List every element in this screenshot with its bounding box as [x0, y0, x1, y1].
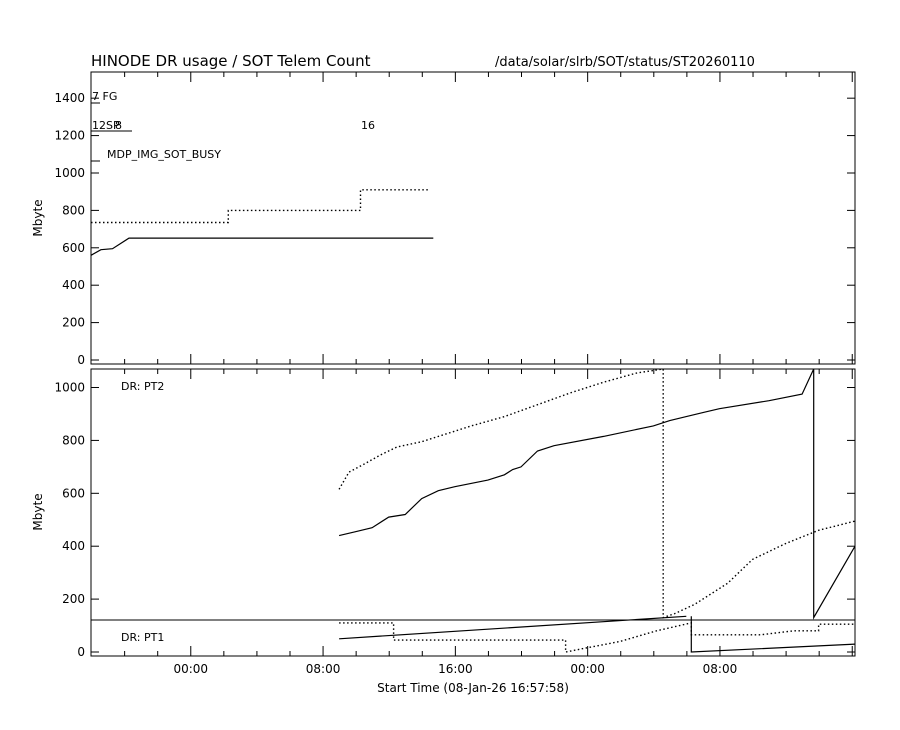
- x-tick-label: 00:00: [570, 662, 605, 676]
- bottom-y-tick-label: 600: [62, 486, 85, 500]
- bottom-series-line: [339, 615, 687, 640]
- fg-label: 7 FG: [92, 90, 117, 103]
- x-tick-label: 00:00: [173, 662, 208, 676]
- bottom-series-line: [338, 368, 856, 620]
- top-series: [90, 189, 434, 256]
- sp-label: 12SP: [92, 119, 120, 132]
- telem-count: 16: [361, 119, 375, 132]
- sp-overlap-label: 8: [115, 119, 122, 132]
- top-series-line: [90, 237, 434, 256]
- bottom-y-tick-label: 400: [62, 539, 85, 553]
- top-series-line: [91, 189, 430, 224]
- bottom-y-axis: 0 200 400 600 800 1000: [54, 381, 855, 659]
- top-y-tick-label: 1000: [54, 166, 85, 180]
- bottom-series: [338, 368, 856, 653]
- top-panel: 0 200 400 600 800 1000 1200 1400 Mbyte 7 FG 12S…: [31, 71, 856, 367]
- bottom-series-line: [339, 622, 855, 653]
- bottom-series-line: [338, 368, 856, 619]
- top-y-axis-label: Mbyte: [31, 199, 45, 236]
- x-tick-label: 16:00: [438, 662, 473, 676]
- top-panel-frame: [90, 71, 856, 365]
- top-y-tick-label: 1200: [54, 129, 85, 143]
- bottom-y-axis-label: Mbyte: [31, 493, 45, 530]
- x-tick-label: 08:00: [703, 662, 738, 676]
- bottom-y-tick-label: 200: [62, 592, 85, 606]
- pt1-label: DR: PT1: [121, 631, 164, 644]
- top-y-axis: 0 200 400 600 800 1000 1200 1400: [54, 91, 855, 367]
- top-y-tick-label: 800: [62, 203, 85, 217]
- bottom-panel: 0 200 400 600 800 1000 00:00 08:00 16:00 00:00 08…: [31, 368, 856, 676]
- top-x-ticks: [124, 72, 853, 364]
- bottom-y-tick-label: 0: [77, 645, 85, 659]
- figure-title: HINODE DR usage / SOT Telem Count: [91, 52, 371, 70]
- top-y-tick-label: 200: [62, 316, 85, 330]
- x-axis-label: Start Time (08-Jan-26 16:57:58): [377, 681, 569, 695]
- bottom-y-tick-label: 800: [62, 433, 85, 447]
- top-y-tick-label: 600: [62, 241, 85, 255]
- bottom-series-line: [690, 616, 856, 653]
- top-y-tick-label: 400: [62, 278, 85, 292]
- top-y-tick-label: 1400: [54, 91, 85, 105]
- busy-label: MDP_IMG_SOT_BUSY: [107, 148, 221, 161]
- bottom-y-tick-label: 1000: [54, 381, 85, 395]
- pt2-label: DR: PT2: [121, 380, 164, 393]
- x-tick-label: 08:00: [306, 662, 341, 676]
- bottom-x-axis: 00:00 08:00 16:00 00:00 08:00: [124, 369, 853, 676]
- top-y-tick-label: 0: [77, 353, 85, 367]
- status-file-path: /data/solar/slrb/SOT/status/ST20260110: [495, 55, 755, 70]
- bottom-panel-frame: [90, 368, 856, 657]
